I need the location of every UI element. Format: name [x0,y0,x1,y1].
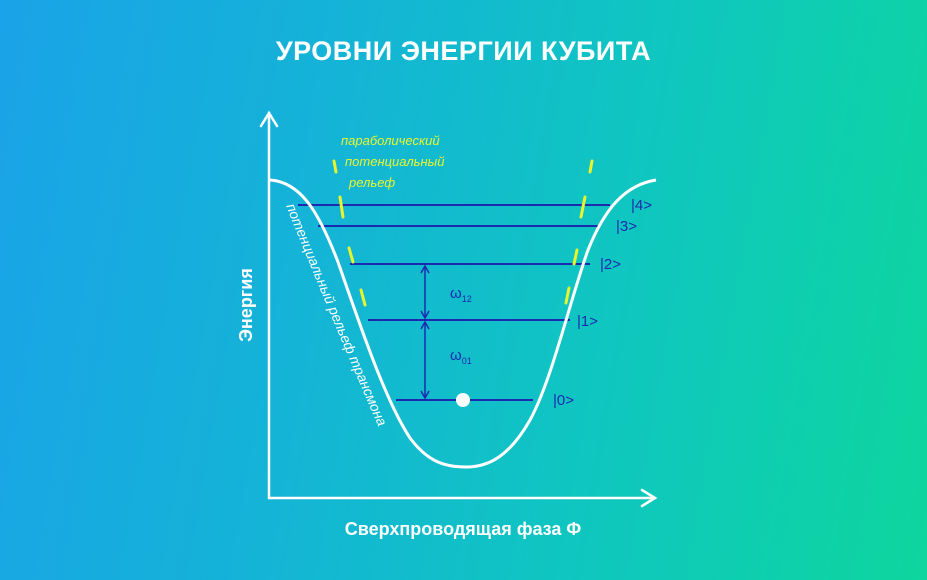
axes [259,110,658,508]
omega12-arrowhead-top-icon [420,264,430,274]
parabolic-potential-dashes [332,159,594,307]
omega12-symbol: ω [450,285,462,302]
omega01-arrowhead-top-icon [420,320,430,330]
transition-arrows [420,264,430,400]
omega01-label: ω01 [450,347,472,366]
level-label-2: |2> [600,256,621,273]
parabola-dash-right-4 [564,286,571,305]
transmon-curve-label-path: потенциальный рельеф трансмона [283,201,390,428]
parabola-dash-left-2 [338,195,345,219]
parabola-dash-right-1 [588,159,594,174]
transmon-potential-curve [269,178,657,469]
ground-state-particle [456,393,470,407]
parabola-dash-right-2 [579,195,587,219]
level-label-3: |3> [616,218,637,235]
level-label-4: |4> [631,197,652,214]
y-axis-arrow-icon [259,110,279,128]
level-label-1: |1> [577,313,598,330]
parabolic-annotation-line2: потенциальный [345,154,444,169]
omega01-symbol: ω [450,347,462,364]
parabola-dash-left-4 [359,288,367,307]
parabola-dash-left-3 [347,246,355,264]
parabola-dash-right-3 [572,248,579,266]
parabolic-annotation-line3: рельеф [348,175,395,190]
omega12-subscript: 12 [462,294,472,304]
level-label-0: |0> [553,392,574,409]
omega01-subscript: 01 [462,356,472,366]
parabola-dash-left-1 [332,159,338,174]
energy-levels [298,204,610,401]
parabolic-annotation-line1: параболический [341,133,440,148]
omega12-arrowhead-icon [420,310,430,320]
transmon-curve-label: потенциальный рельеф трансмона [283,201,390,428]
page-title: УРОВНИ ЭНЕРГИИ КУБИТА [275,36,652,66]
x-axis-arrow-icon [640,488,658,508]
y-axis-label: Энергия [236,268,256,342]
omega01-arrowhead-icon [420,390,430,400]
omega12-label: ω12 [450,285,472,304]
x-axis-label: Сверхпроводящая фаза Φ [345,519,582,539]
